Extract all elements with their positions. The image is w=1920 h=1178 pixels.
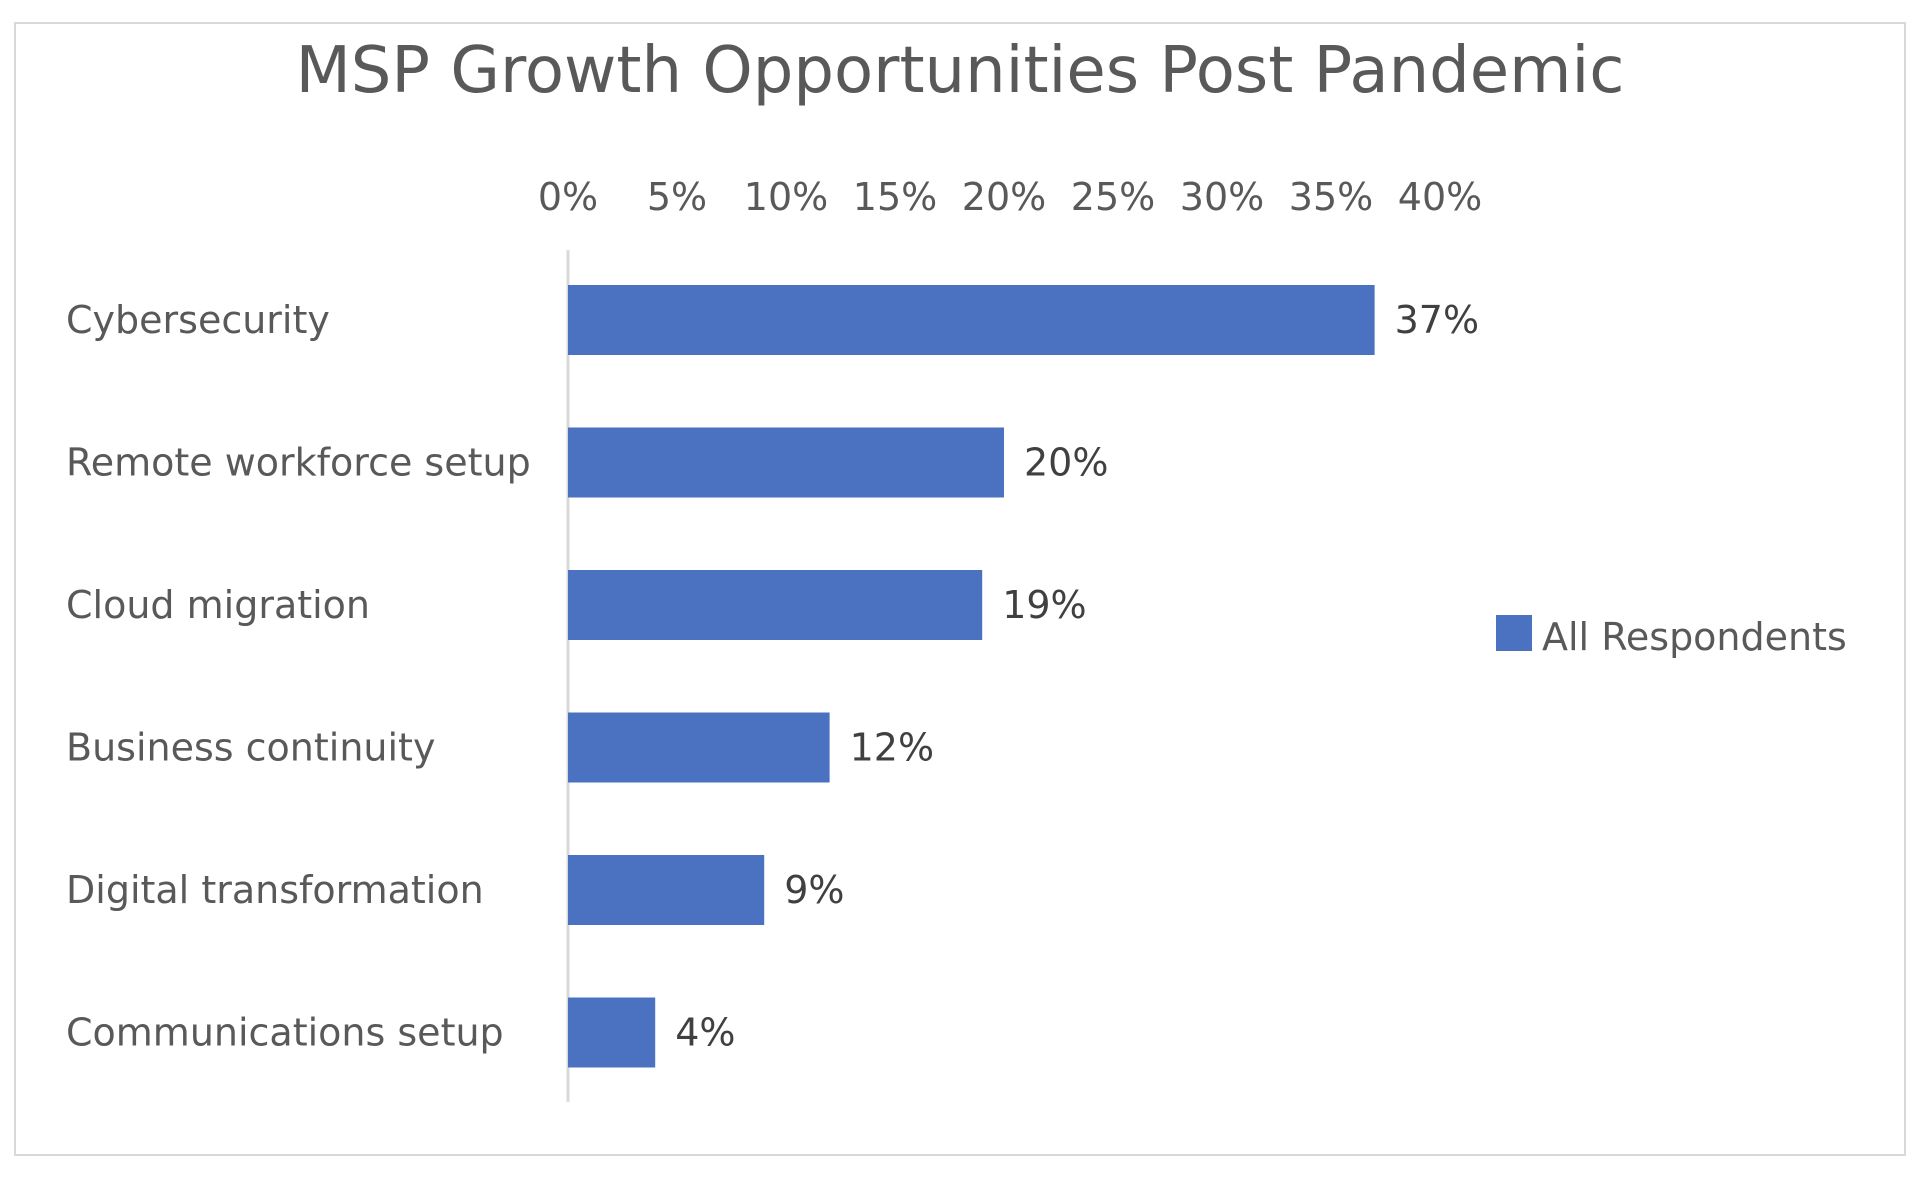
data-label: 37% (1395, 298, 1479, 342)
bar (568, 570, 983, 640)
bar (568, 285, 1375, 355)
bar (568, 712, 830, 783)
data-label: 19% (1002, 583, 1086, 627)
chart-title: MSP Growth Opportunities Post Pandemic (296, 34, 1625, 108)
x-tick-label: 35% (1289, 175, 1373, 219)
bar (568, 997, 656, 1068)
x-axis-ticks: 0% 5% 10% 15% 20% 25% 30% 35% 40% (538, 175, 1482, 219)
data-label: 20% (1024, 441, 1108, 485)
x-tick-label: 10% (744, 175, 828, 219)
category-label: Cloud migration (66, 583, 370, 627)
legend: All Respondents (1496, 615, 1847, 659)
x-tick-label: 0% (538, 175, 598, 219)
x-tick-label: 40% (1398, 175, 1482, 219)
x-tick-label: 30% (1180, 175, 1264, 219)
x-tick-label: 5% (647, 175, 707, 219)
legend-swatch (1496, 615, 1532, 651)
bars (568, 285, 1375, 1068)
data-label: 4% (675, 1011, 735, 1055)
category-labels: Cybersecurity Remote workforce setup Cloud… (66, 298, 531, 1055)
x-tick-label: 15% (853, 175, 937, 219)
category-label: Digital transformation (66, 868, 484, 912)
category-label: Communications setup (66, 1011, 504, 1055)
bar (568, 427, 1004, 498)
data-label: 9% (784, 868, 844, 912)
category-label: Cybersecurity (66, 298, 330, 342)
category-label: Business continuity (66, 726, 435, 770)
x-tick-label: 25% (1071, 175, 1155, 219)
category-label: Remote workforce setup (66, 441, 531, 485)
x-tick-label: 20% (962, 175, 1046, 219)
data-labels: 37% 20% 19% 12% 9% 4% (675, 298, 1479, 1055)
data-label: 12% (850, 726, 934, 770)
legend-label: All Respondents (1542, 615, 1847, 659)
bar (568, 855, 765, 925)
